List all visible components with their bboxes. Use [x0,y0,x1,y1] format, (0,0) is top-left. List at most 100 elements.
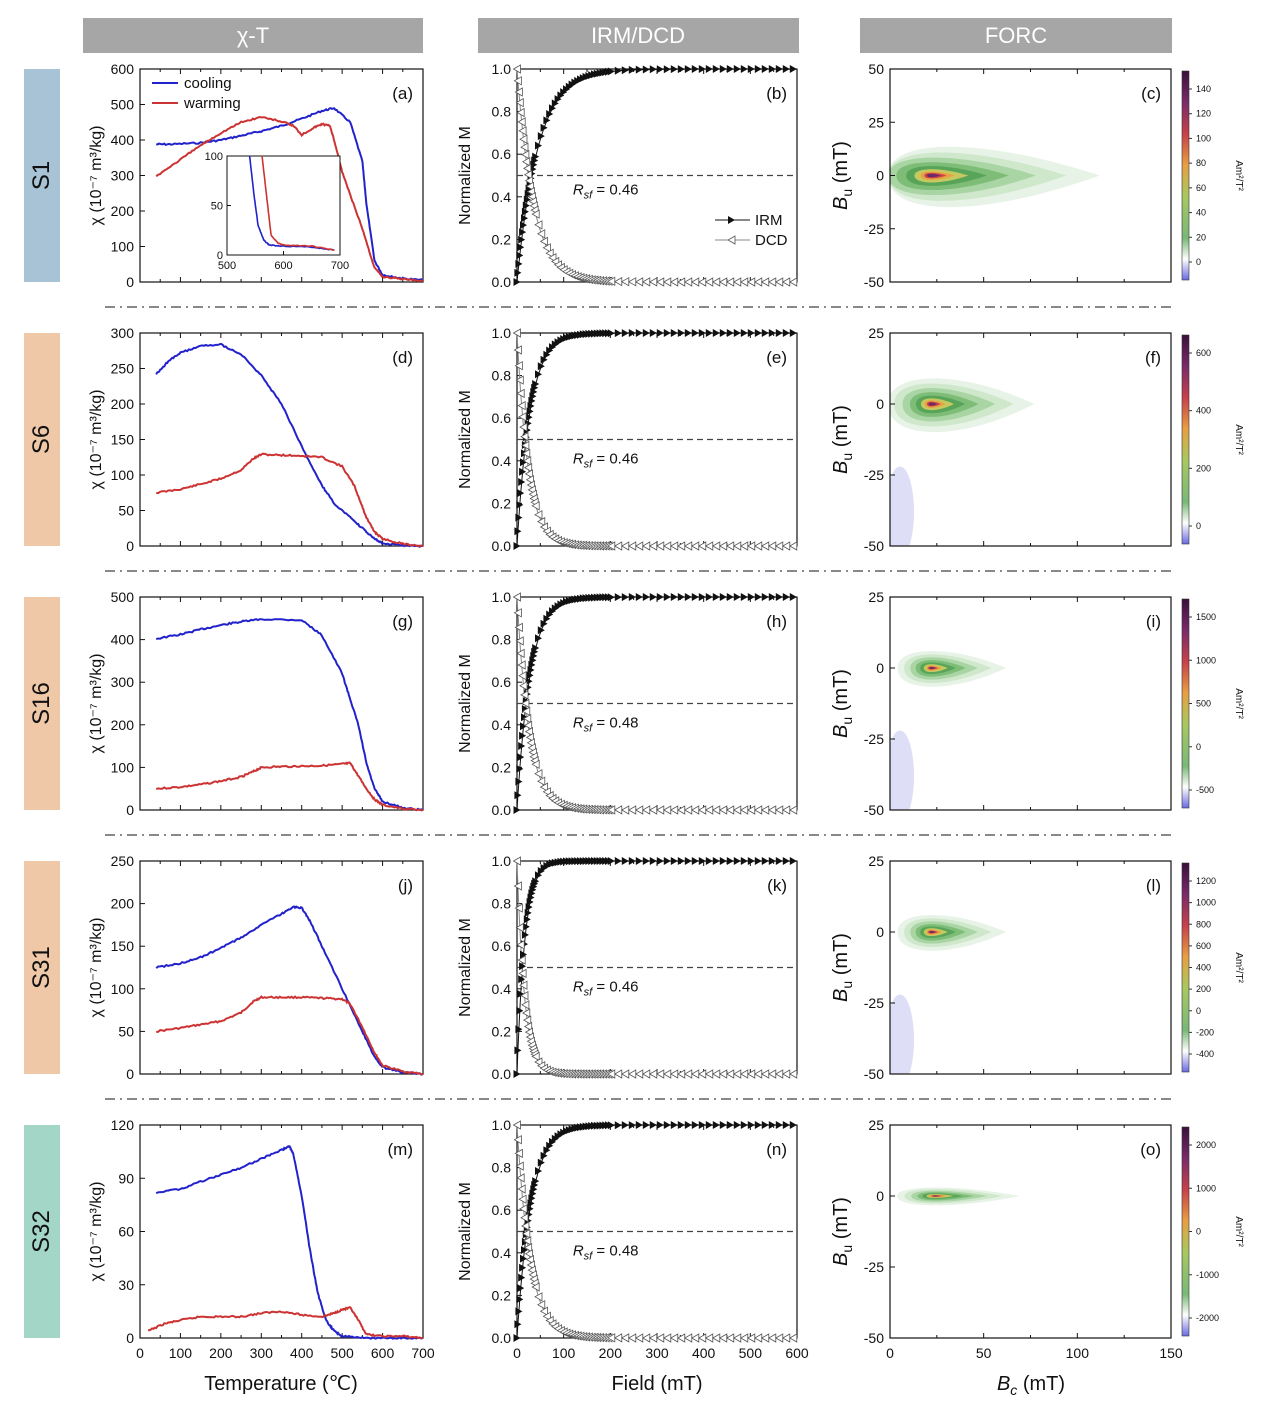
dcd-point [760,277,770,287]
irm-point [515,513,523,522]
irm-point [740,329,748,337]
y-tick-label: 100 [111,759,135,775]
y-tick-label: 0.8 [492,104,512,120]
warming-curve [155,115,424,282]
dcd-point [524,176,533,186]
x-tick-label: 400 [692,1345,716,1361]
y-axis-title-chi: χ (10⁻⁷ m³/kg) [88,126,105,226]
dcd-point [662,277,672,287]
colorbar-tick-label: -400 [1196,1049,1214,1059]
dcd-point [690,277,700,287]
dcd-point [704,1069,714,1079]
y-axis-title-bu: Bu (mT) [830,1197,855,1266]
dcd-point [683,277,693,287]
irm-point [614,593,622,602]
colorbar-tick-label: 200 [1196,463,1211,473]
y-tick-label: 150 [111,432,135,448]
colorbar-gradient [1181,598,1190,809]
dcd-point [634,805,644,815]
plot-frame [139,332,424,547]
dcd-point [613,1069,623,1079]
forc-contour [932,1195,940,1197]
x-tick-label: 0 [513,1345,521,1361]
irm-point [754,65,762,73]
y-tick-label: 1.0 [492,1117,512,1133]
dcd-point [526,738,535,748]
colorbar-tick-label: 1000 [1196,655,1216,665]
dcd-point [515,1161,524,1171]
panel-label: (b) [766,84,787,103]
x-tick-label: 600 [785,1345,809,1361]
irm-point [513,1070,521,1078]
irm-point [540,123,548,132]
y-axis-title-bu: Bu (mT) [830,933,855,1002]
irm-point [740,65,748,73]
irm-point [621,857,629,865]
panel-label: (c) [1141,84,1161,103]
dcd-point [515,97,524,108]
dcd-point [725,1333,735,1343]
x-tick-label: 100 [552,1345,576,1361]
dcd-point [524,1027,533,1037]
y-tick-label: 0.4 [492,189,512,205]
irm-point [747,857,755,865]
dcd-point [662,541,672,551]
dcd-point [739,277,749,287]
x-tick-label: 500 [739,1345,763,1361]
colorbar-tick-label: 1500 [1196,612,1216,622]
irm-point [663,1121,671,1129]
irm-point [649,593,657,601]
irm-point [747,593,755,601]
dcd-point [725,541,735,551]
y-tick-label: 0.8 [492,1160,512,1176]
irm-point [670,1121,678,1129]
dcd-point [655,1333,665,1343]
sample-label-s16: S16 [24,597,60,810]
irm-point [670,593,678,601]
y-tick-label: -50 [864,802,884,818]
dcd-point [739,1069,749,1079]
dcd-point [517,400,526,411]
panel-label: (g) [392,612,413,631]
dcd-point [627,805,637,815]
dcd-point [718,805,728,815]
x-axis-title-temperature: Temperature (℃) [204,1373,358,1395]
dcd-point [697,541,707,551]
irm-point [521,214,528,223]
irm-point [698,593,706,601]
dcd-point [760,1069,770,1079]
y-tick-label: 150 [111,938,135,954]
irm-point [554,95,562,104]
rsf-label: Rsf = 0.48 [573,715,639,735]
dcd-point [519,980,528,990]
dcd-point [613,541,623,551]
dcd-point [518,1194,527,1204]
irm-point [691,593,699,601]
header-forc: FORC [860,18,1172,53]
inset-plot: 500 600 700 0 50 100 [205,151,350,272]
irm-dcd-panel: 0.0 0.2 0.4 0.6 0.8 1.0 Normalized M (e) Rsf = 0… [457,325,798,554]
dcd-point [517,955,526,965]
y-tick-label: -50 [864,1066,884,1082]
colorbar-unit: Am²/T² [1233,688,1244,719]
y-tick-label: 30 [118,1277,134,1293]
y-tick-label: 0 [126,1066,134,1082]
forc-panel: 25 0 -25 -50 Bu (mT) (f) 600 400 200 0 Am²/T² [830,325,1244,554]
dcd-point [767,541,777,551]
cooling-curve [155,1145,424,1340]
irm-point [537,626,545,635]
irm-point [635,65,643,74]
colorbar-unit: Am²/T² [1233,952,1244,983]
irm-point [712,593,720,601]
colorbar-tick-label: 200 [1196,984,1211,994]
colorbar-gradient [1181,70,1190,281]
dcd-point [518,126,527,136]
x-tick-label: 0 [886,1345,894,1361]
irm-point [515,1307,523,1316]
chi-t-panel: 0 100 200 300 400 500 χ (10⁻⁷ m³/kg) (g) [88,589,424,818]
dcd-point [531,1051,540,1062]
panel-label: (i) [1146,612,1161,631]
irm-point [754,329,762,337]
